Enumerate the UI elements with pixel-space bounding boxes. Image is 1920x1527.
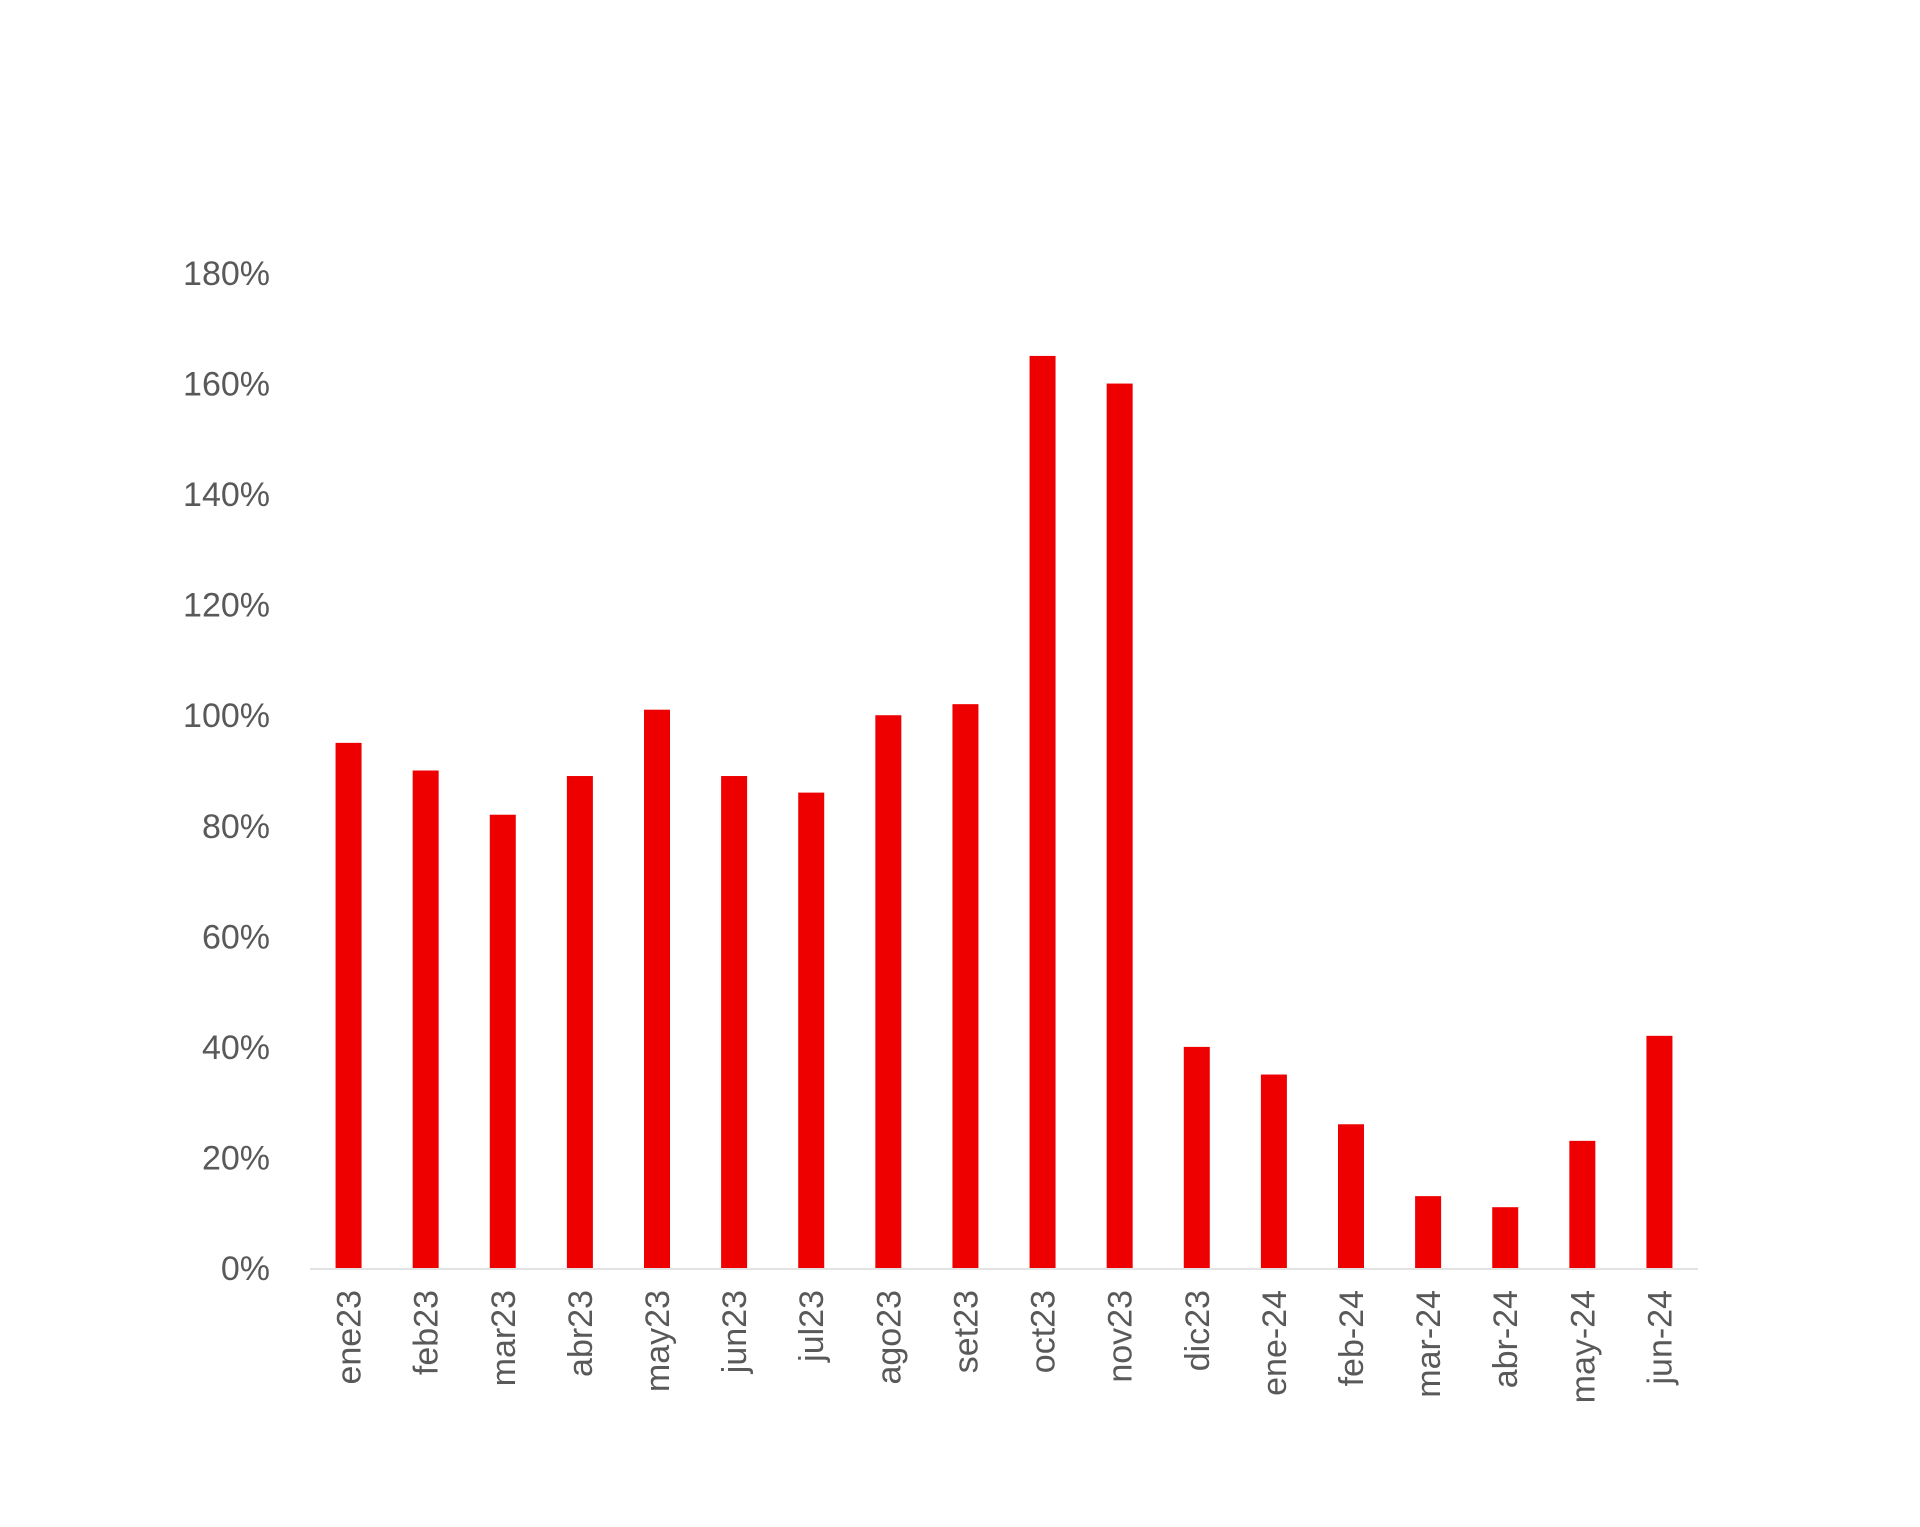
x-tick-label: set23 — [947, 1290, 985, 1373]
bar-abr-24 — [1492, 1207, 1519, 1268]
y-tick-label: 180% — [183, 255, 270, 293]
bar-jul23 — [798, 792, 825, 1268]
y-tick-label: 160% — [183, 366, 270, 404]
x-tick-label: ene23 — [331, 1290, 369, 1385]
x-tick-label: abr23 — [562, 1290, 600, 1377]
y-tick-label: 100% — [183, 697, 270, 735]
bar-feb23 — [412, 770, 439, 1268]
bar-ago23 — [875, 715, 902, 1268]
y-axis-tick-labels: 0% 20% 40% 60% 80% 100% 120% 140% 160% 180% — [183, 255, 270, 1288]
x-tick-label: abr-24 — [1487, 1290, 1525, 1388]
bar-nov23 — [1106, 383, 1133, 1268]
y-tick-label: 140% — [183, 476, 270, 514]
bar-ene23 — [335, 742, 362, 1268]
y-tick-label: 120% — [183, 587, 270, 625]
x-tick-label: jun-24 — [1641, 1290, 1679, 1386]
x-tick-label: jul23 — [793, 1290, 831, 1363]
x-tick-label: mar-24 — [1410, 1290, 1448, 1398]
bar-jun-24 — [1646, 1035, 1673, 1268]
x-tick-label: jun23 — [716, 1290, 754, 1374]
x-tick-label: may-24 — [1564, 1290, 1602, 1403]
x-tick-label: mar23 — [485, 1290, 523, 1386]
x-tick-label: feb23 — [408, 1290, 446, 1375]
bar-mar-24 — [1415, 1196, 1442, 1268]
bar-feb-24 — [1338, 1124, 1364, 1268]
x-tick-label: feb-24 — [1333, 1290, 1371, 1386]
x-tick-label: nov23 — [1102, 1290, 1140, 1383]
bar-may-24 — [1569, 1140, 1596, 1268]
x-tick-label: may23 — [639, 1290, 677, 1392]
bar-abr23 — [566, 776, 593, 1268]
bar-may23 — [644, 709, 670, 1268]
x-tick-label: ago23 — [870, 1290, 908, 1385]
y-tick-label: 40% — [202, 1029, 270, 1067]
x-tick-label: dic23 — [1179, 1290, 1217, 1371]
y-tick-label: 80% — [202, 808, 270, 846]
x-tick-label: ene-24 — [1256, 1290, 1294, 1396]
bar-ene-24 — [1260, 1074, 1287, 1268]
bar-oct23 — [1029, 355, 1056, 1269]
bar-mar23 — [489, 814, 516, 1268]
bar-dic23 — [1183, 1046, 1210, 1268]
x-axis-tick-labels: ene23 feb23 mar23 abr23 may23 jun23 jul23 ago23… — [331, 1290, 1680, 1403]
y-tick-label: 0% — [221, 1250, 270, 1288]
bar-jun23 — [721, 776, 748, 1268]
bar-series — [335, 355, 1673, 1269]
y-tick-label: 60% — [202, 918, 270, 956]
y-tick-label: 20% — [202, 1139, 270, 1177]
x-tick-label: oct23 — [1025, 1290, 1063, 1373]
bar-set23 — [952, 704, 979, 1268]
